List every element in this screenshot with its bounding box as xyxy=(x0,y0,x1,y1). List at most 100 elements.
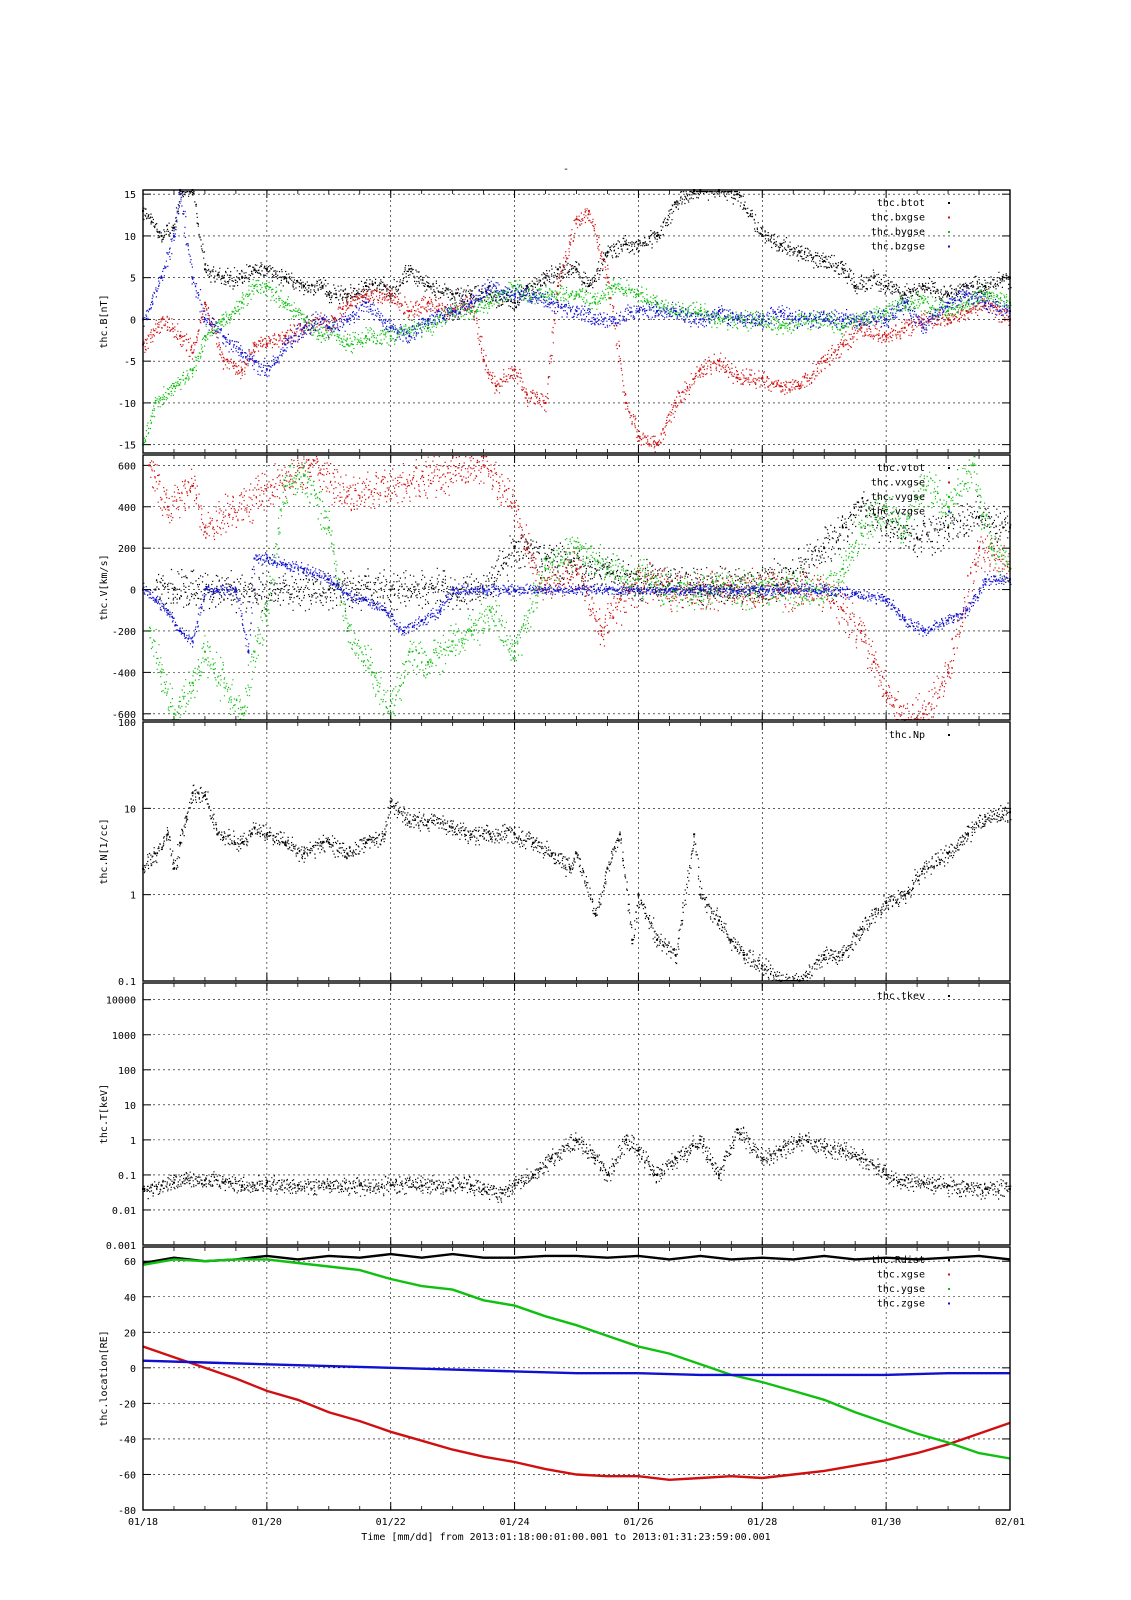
y-axis-label: thc.V[km/s] xyxy=(99,554,110,620)
data-point xyxy=(798,318,801,321)
data-point xyxy=(501,1192,504,1195)
scatter-cloud xyxy=(143,1126,1012,1203)
data-point xyxy=(303,326,306,329)
data-point xyxy=(717,318,720,321)
y-tick-label: 0.01 xyxy=(112,1206,136,1217)
x-tick-label: 02/01 xyxy=(995,1517,1025,1528)
data-point xyxy=(327,326,330,329)
data-point xyxy=(922,285,925,288)
data-point xyxy=(203,650,206,653)
series-thc-ygse xyxy=(142,1258,1011,1460)
data-point xyxy=(191,485,194,488)
data-point xyxy=(841,343,844,346)
data-point xyxy=(241,368,244,371)
data-point xyxy=(265,833,268,836)
x-tick-label: 01/18 xyxy=(128,1517,158,1528)
data-point xyxy=(265,557,268,560)
data-point xyxy=(513,301,516,304)
grid: 100 10 1 0.1 xyxy=(118,718,1011,988)
data-point xyxy=(284,343,287,346)
series-thc-tkev xyxy=(142,1126,1012,1203)
data-point xyxy=(203,318,206,321)
data-point xyxy=(798,251,801,254)
series-thc-bygse xyxy=(142,278,1012,446)
scatter-cloud xyxy=(142,784,1012,982)
data-point xyxy=(674,954,677,957)
y-tick-label: 15 xyxy=(124,190,136,201)
data-point xyxy=(841,318,844,321)
data-point xyxy=(303,567,306,570)
y-tick-label: 10 xyxy=(124,804,136,815)
data-point xyxy=(903,1179,906,1182)
panel-frame xyxy=(142,454,1011,721)
legend-entry: thc.btot xyxy=(877,198,925,209)
data-point xyxy=(203,794,206,797)
legend-marker xyxy=(948,467,950,469)
data-point xyxy=(606,276,609,279)
data-point xyxy=(402,629,405,632)
data-point xyxy=(965,293,968,296)
data-point xyxy=(606,1173,609,1176)
legend-marker xyxy=(948,734,950,736)
legend-entry: thc.vxgse xyxy=(871,478,925,489)
data-point xyxy=(321,335,324,338)
data-point xyxy=(823,1146,826,1149)
data-point xyxy=(172,588,175,591)
data-point xyxy=(203,335,206,338)
data-point xyxy=(984,1187,987,1190)
data-point xyxy=(779,385,782,388)
data-point xyxy=(903,526,906,529)
y-tick-label: 600 xyxy=(118,461,136,472)
data-point xyxy=(358,1184,361,1187)
data-point xyxy=(971,464,974,467)
legend-marker xyxy=(948,510,950,513)
data-point xyxy=(841,954,844,957)
data-point xyxy=(656,1173,659,1176)
legend-entry: thc.Rdist xyxy=(871,1255,925,1266)
data-point xyxy=(191,681,194,684)
y-tick-label: -60 xyxy=(118,1470,136,1481)
data-point xyxy=(841,1149,844,1152)
data-point xyxy=(408,335,411,338)
legend-entry: thc.vtot xyxy=(877,463,925,474)
data-point xyxy=(544,567,547,570)
data-point xyxy=(327,1184,330,1187)
data-point xyxy=(482,588,485,591)
data-point xyxy=(885,902,888,905)
data-point xyxy=(172,712,175,715)
y-tick-label: 0 xyxy=(130,1364,136,1375)
data-point xyxy=(823,360,826,363)
data-point xyxy=(166,505,169,508)
data-point xyxy=(612,318,615,321)
data-point xyxy=(203,588,206,591)
y-tick-label: 1000 xyxy=(112,1031,136,1042)
data-point xyxy=(556,268,559,271)
data-point xyxy=(575,293,578,296)
y-tick-label: 100 xyxy=(118,718,136,729)
series-thc-bzgse xyxy=(142,191,1011,378)
data-point xyxy=(854,285,857,288)
legend-entry: thc.tkev xyxy=(877,991,925,1002)
data-point xyxy=(978,547,981,550)
data-point xyxy=(841,526,844,529)
data-point xyxy=(172,385,175,388)
data-point xyxy=(222,318,225,321)
data-point xyxy=(488,301,491,304)
data-point xyxy=(550,293,553,296)
y-tick-label: -600 xyxy=(112,710,136,721)
legend-marker xyxy=(948,496,950,498)
data-point xyxy=(730,584,733,587)
legend-entry: thc.ygse xyxy=(877,1284,925,1295)
y-axis-label: thc.location[RE] xyxy=(99,1330,110,1426)
legend-marker xyxy=(948,216,950,219)
y-tick-label: 0 xyxy=(130,586,136,597)
data-point xyxy=(216,588,219,591)
data-point xyxy=(172,1181,175,1184)
data-point xyxy=(172,867,175,870)
legend-entry: thc.xgse xyxy=(877,1270,925,1281)
data-point xyxy=(389,326,392,329)
data-point xyxy=(625,1138,628,1141)
data-point xyxy=(160,276,163,279)
data-point xyxy=(699,584,702,587)
data-point xyxy=(860,928,863,931)
